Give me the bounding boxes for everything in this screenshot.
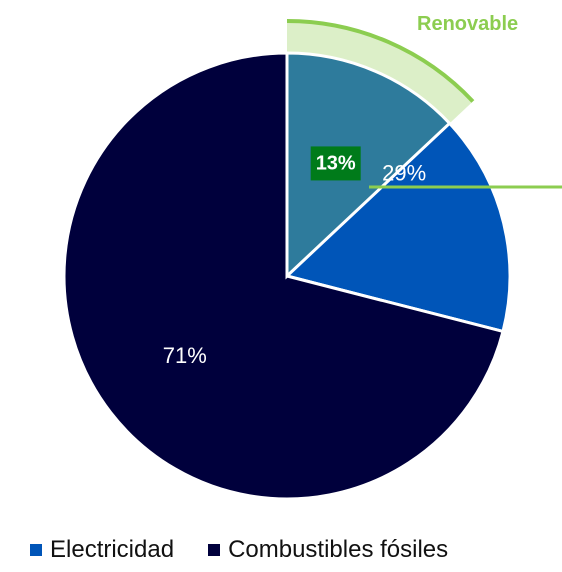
renewable-value-label: 13% <box>316 153 356 175</box>
slice-label-combustibles: 71% <box>163 343 207 368</box>
slice-renovable <box>285 51 452 280</box>
legend-item-electricidad: Electricidad <box>30 536 174 564</box>
legend-swatch-combustibles <box>208 544 221 556</box>
slice-combustibles <box>62 51 505 501</box>
renewable-badge <box>310 146 361 181</box>
legend: Electricidad Combustibles fósiles <box>30 536 448 564</box>
slice-labels: 29% 71% 13% Renovable <box>163 13 518 368</box>
legend-label-combustibles: Combustibles fósiles <box>228 536 449 563</box>
renewable-label: Renovable <box>417 13 518 35</box>
slice-label-electricidad: 29% <box>382 161 426 186</box>
legend-item-combustibles: Combustibles fósiles <box>208 536 448 564</box>
legend-label-electricidad: Electricidad <box>50 536 175 563</box>
renewable-highlight <box>285 19 562 280</box>
renewable-band-outline <box>286 19 475 103</box>
legend-swatch-electricidad <box>30 544 42 556</box>
